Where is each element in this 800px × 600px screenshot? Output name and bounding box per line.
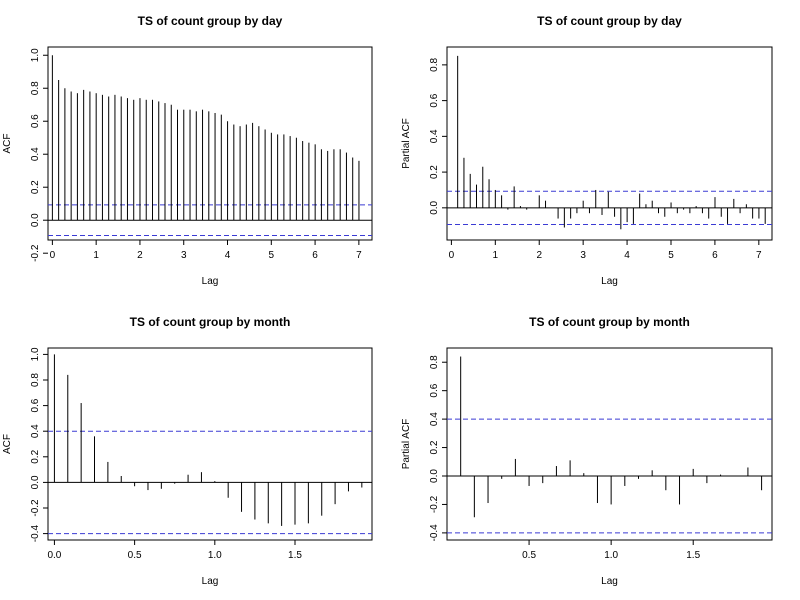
plot-frame	[47, 347, 373, 541]
y-tick-label: 0.2	[429, 440, 440, 454]
x-tick-label: 6	[712, 250, 718, 261]
x-axis-label: Lag	[601, 576, 618, 587]
y-axis-label: Partial ACF	[401, 419, 412, 470]
x-tick-label: 0.5	[128, 550, 142, 561]
x-tick-label: 3	[580, 250, 586, 261]
x-tick-label: 5	[269, 250, 275, 261]
x-tick-label: 7	[756, 250, 762, 261]
x-tick-label: 2	[536, 250, 542, 261]
y-axis-label: ACF	[2, 434, 13, 454]
y-tick-label: 0.0	[429, 200, 440, 214]
y-tick-label: -0.4	[429, 524, 440, 542]
panel-month-acf: TS of count group by month Lag ACF 0.0 0.…	[2, 315, 373, 587]
y-tick-label: 0.6	[429, 93, 440, 107]
y-tick-label: 0.0	[30, 213, 41, 227]
panel-day-acf: TS of count group by day Lag ACF 0 1 2 3 4 5 6…	[2, 14, 373, 287]
y-tick-label: 0.2	[429, 165, 440, 179]
y-tick-label: 0.6	[30, 398, 41, 412]
x-tick-label: 0.5	[522, 550, 536, 561]
y-tick-label: 0.8	[429, 57, 440, 71]
plot-frame	[47, 46, 373, 241]
x-tick-label: 1	[493, 250, 499, 261]
x-tick-label: 2	[137, 250, 143, 261]
x-tick-label: 3	[181, 250, 187, 261]
y-tick-label: 0.4	[30, 147, 41, 161]
x-tick-label: 5	[668, 250, 674, 261]
y-tick-label: 0.0	[429, 469, 440, 483]
plot-frame	[446, 347, 773, 541]
y-tick-label: -0.2	[30, 499, 41, 517]
x-tick-label: 1.0	[208, 550, 222, 561]
y-tick-label: 0.6	[30, 114, 41, 128]
chart-title: TS of count group by month	[529, 315, 690, 329]
y-tick-label: 0.4	[429, 412, 440, 426]
x-tick-label: 0	[449, 250, 455, 261]
x-tick-label: 6	[312, 250, 318, 261]
chart-marks: 0 1 2 3 4 5 6 7 -0.2 0.0 0.2 0.4 0.6 0.8 1.0	[30, 48, 372, 262]
y-tick-label: -0.4	[30, 525, 41, 543]
x-axis-label: Lag	[601, 276, 618, 287]
y-tick-label: 0.8	[429, 355, 440, 369]
panel-month-pacf: TS of count group by month Lag Partial A…	[401, 315, 773, 587]
x-tick-label: 0	[50, 250, 56, 261]
chart-marks: 0.0 0.5 1.0 1.5 -0.4 -0.2 0.0 0.2 0.4 0.6 0.8 1.0	[30, 347, 372, 561]
x-tick-label: 4	[225, 250, 231, 261]
x-tick-label: 1.5	[288, 550, 302, 561]
y-tick-label: 0.4	[429, 129, 440, 143]
panel-day-pacf: TS of count group by day Lag Partial ACF…	[401, 14, 773, 287]
y-tick-label: 1.0	[30, 347, 41, 361]
y-tick-label: -0.2	[429, 495, 440, 513]
plot-frame	[446, 46, 773, 241]
x-axis-label: Lag	[202, 276, 219, 287]
chart-title: TS of count group by day	[537, 14, 682, 28]
y-tick-label: 0.2	[30, 180, 41, 194]
x-axis-label: Lag	[202, 576, 219, 587]
y-tick-label: -0.2	[30, 244, 41, 262]
y-tick-label: 0.6	[429, 383, 440, 397]
chart-title: TS of count group by month	[130, 315, 291, 329]
x-tick-label: 1.0	[604, 550, 618, 561]
chart-title: TS of count group by day	[138, 14, 283, 28]
y-tick-label: 0.0	[30, 475, 41, 489]
chart-marks: 0.5 1.0 1.5 -0.4 -0.2 0.0 0.2 0.4 0.6 0.8	[429, 355, 772, 561]
x-tick-label: 4	[624, 250, 630, 261]
y-axis-label: Partial ACF	[401, 118, 412, 169]
x-tick-label: 1.5	[686, 550, 700, 561]
y-axis-label: ACF	[2, 134, 13, 154]
y-tick-label: 0.4	[30, 424, 41, 438]
y-tick-label: 0.8	[30, 373, 41, 387]
y-tick-label: 0.2	[30, 449, 41, 463]
chart-marks: 0 1 2 3 4 5 6 7 0.0 0.2 0.4 0.6 0.8	[429, 55, 772, 261]
y-tick-label: 1.0	[30, 48, 41, 62]
x-tick-label: 0.0	[47, 550, 61, 561]
x-tick-label: 7	[356, 250, 362, 261]
x-tick-label: 1	[93, 250, 99, 261]
y-tick-label: 0.8	[30, 81, 41, 95]
